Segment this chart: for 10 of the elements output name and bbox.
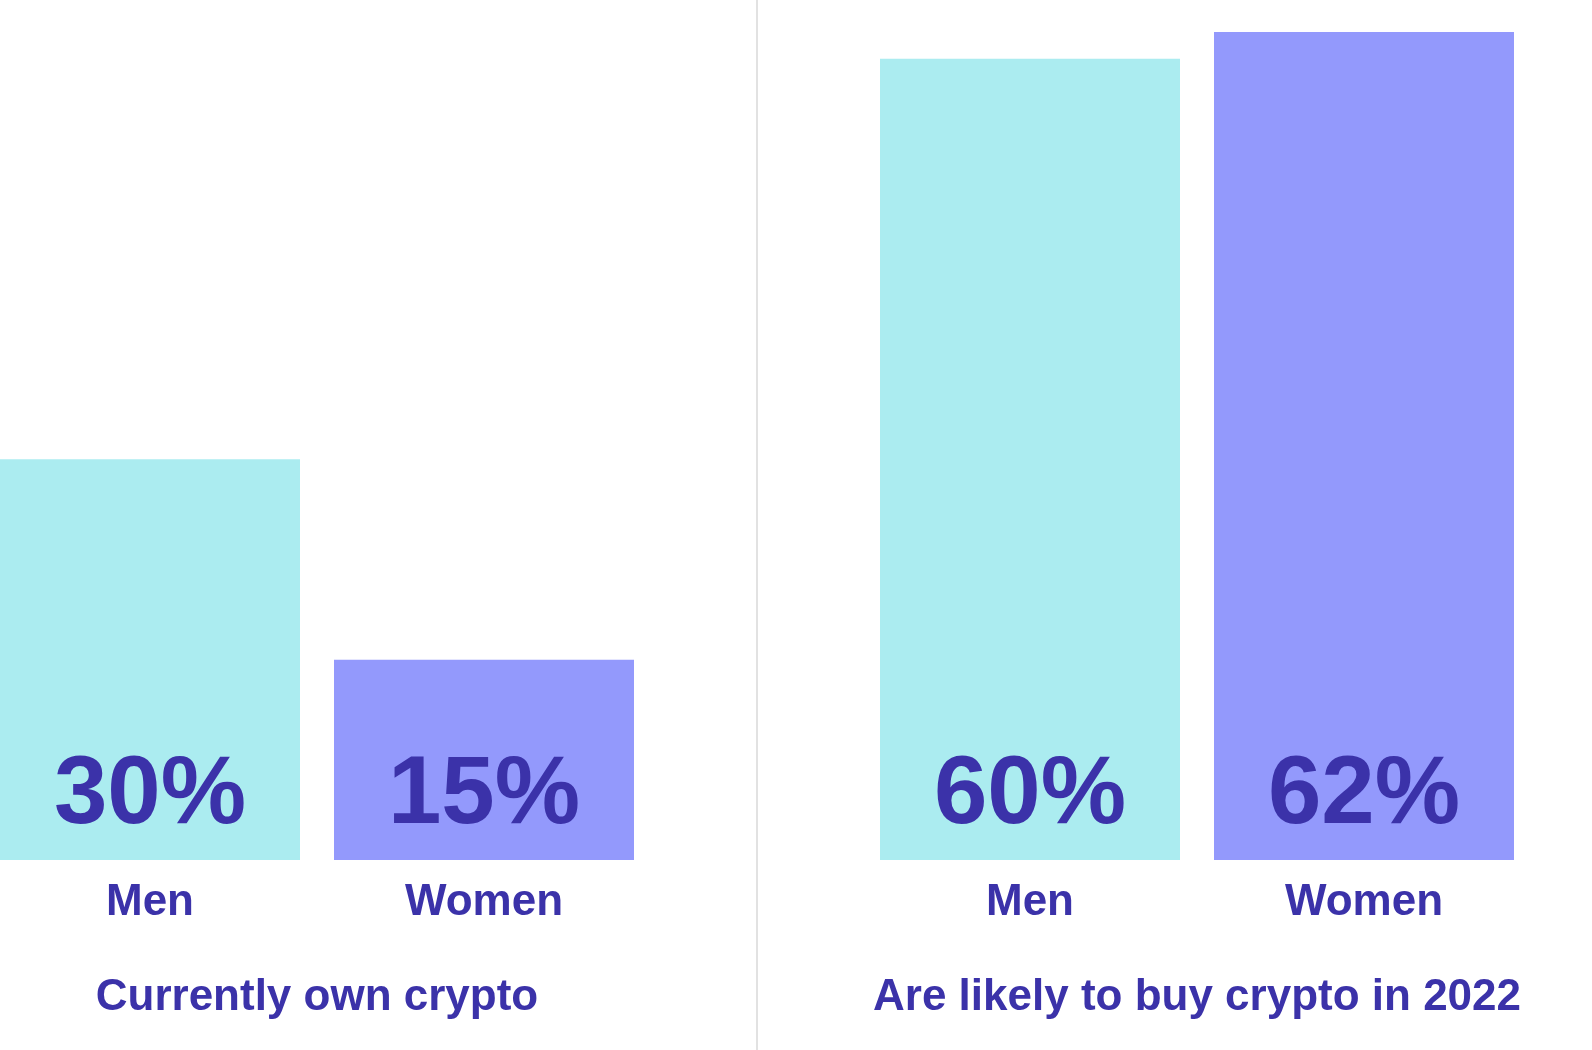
x-axis-title: Are likely to buy crypto in 2022 xyxy=(872,969,1522,1019)
x-tick-label: Men xyxy=(106,874,194,924)
x-tick-label: Men xyxy=(986,874,1074,924)
data-label: 30% xyxy=(53,736,247,843)
x-axis-title: Currently own crypto xyxy=(95,969,539,1019)
x-tick-label: Women xyxy=(404,874,564,924)
x-tick-label: Women xyxy=(1284,874,1444,924)
data-label: 15% xyxy=(387,736,581,843)
data-label: 62% xyxy=(1267,736,1461,843)
data-label: 60% xyxy=(933,736,1127,843)
